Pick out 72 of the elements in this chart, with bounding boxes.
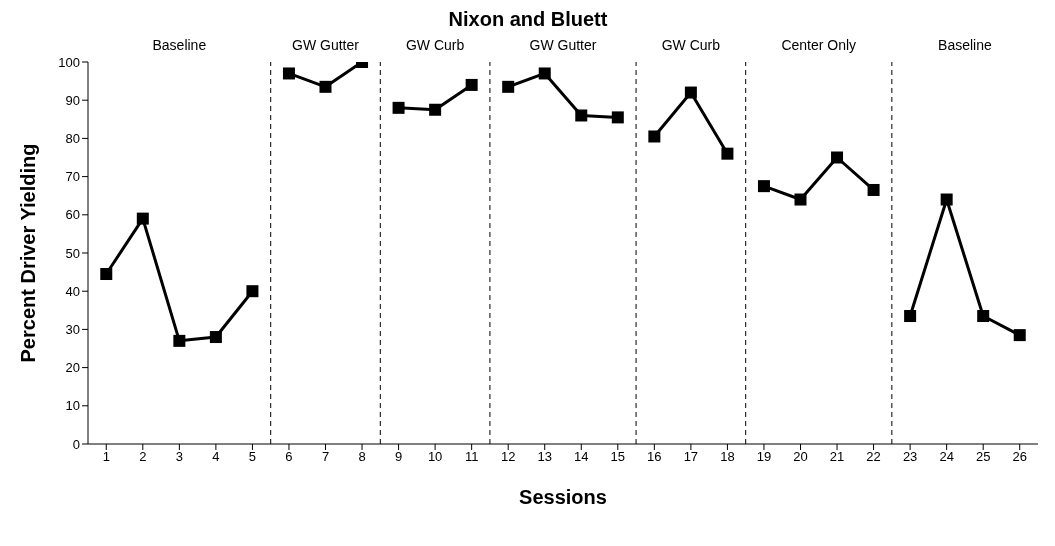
y-tick-label: 100	[58, 54, 80, 70]
y-tick-label: 30	[65, 322, 80, 338]
x-tick-label: 24	[939, 449, 954, 465]
x-tick-label: 26	[1012, 449, 1027, 465]
point	[575, 109, 588, 122]
y-tick-label: 70	[65, 169, 80, 185]
x-tick-label: 7	[321, 449, 330, 465]
point	[684, 86, 697, 99]
y-tick-label: 40	[65, 283, 80, 299]
x-tick-label: 16	[647, 449, 662, 465]
point	[831, 151, 844, 164]
y-tick-label: 60	[65, 207, 80, 223]
text: GW Gutter	[529, 37, 597, 53]
x-tick-label: 2	[139, 449, 147, 465]
y-tick-label: 20	[65, 360, 80, 376]
point	[538, 67, 551, 80]
x-tick-label: 8	[358, 449, 366, 465]
x-tick-label: 23	[902, 449, 918, 465]
point	[465, 78, 478, 91]
point	[429, 103, 442, 116]
point	[867, 183, 880, 196]
x-tick-label: 13	[537, 449, 552, 465]
point	[757, 180, 770, 193]
y-tick-label: 80	[65, 131, 80, 147]
point	[1013, 329, 1026, 342]
point	[100, 268, 113, 281]
chart-title: Nixon and Bluett	[447, 8, 609, 32]
x-tick-label: 4	[212, 449, 220, 465]
y-tick-label: 0	[72, 436, 80, 452]
x-tick-label: 21	[829, 449, 845, 465]
point	[977, 310, 990, 323]
x-tick-label: 14	[574, 449, 589, 465]
x-tick-label: 25	[975, 449, 991, 465]
x-tick-label: 17	[683, 449, 699, 465]
text: Center Only	[781, 37, 857, 53]
x-tick-label: 1	[102, 449, 110, 465]
point	[246, 285, 259, 298]
x-tick-label: 20	[793, 449, 808, 465]
x-tick-label: 12	[500, 449, 516, 465]
point	[648, 130, 661, 143]
y-tick-label: 10	[65, 398, 80, 414]
x-tick-label: 11	[464, 449, 479, 465]
x-tick-label: 3	[175, 449, 183, 465]
x-tick-label: 10	[427, 449, 443, 465]
x-tick-label: 5	[248, 449, 257, 465]
text: Baseline	[152, 37, 207, 53]
y-tick-label: 50	[65, 245, 80, 261]
text: GW Curb	[661, 37, 721, 53]
x-tick-label: 15	[610, 449, 626, 465]
y-tick-label: 90	[65, 92, 80, 108]
x-tick-label: 22	[866, 449, 881, 465]
text: GW Curb	[405, 37, 465, 53]
x-tick-label: 6	[285, 449, 293, 465]
point	[721, 147, 734, 160]
point	[794, 193, 807, 206]
point	[611, 111, 624, 124]
point	[904, 310, 917, 323]
x-tick-label: 18	[720, 449, 735, 465]
point	[282, 67, 295, 80]
point	[173, 334, 186, 347]
y-axis-title: Percent Driver Yielding	[17, 143, 40, 363]
point	[502, 80, 515, 93]
point	[940, 193, 953, 206]
text: Baseline	[938, 37, 992, 53]
point	[136, 212, 149, 225]
text: GW Gutter	[292, 37, 360, 53]
point	[392, 101, 405, 114]
x-tick-label: 19	[756, 449, 772, 465]
point	[209, 331, 222, 344]
x-tick-label: 9	[394, 449, 403, 465]
x-axis-title: Sessions	[519, 486, 607, 508]
point	[319, 80, 332, 93]
